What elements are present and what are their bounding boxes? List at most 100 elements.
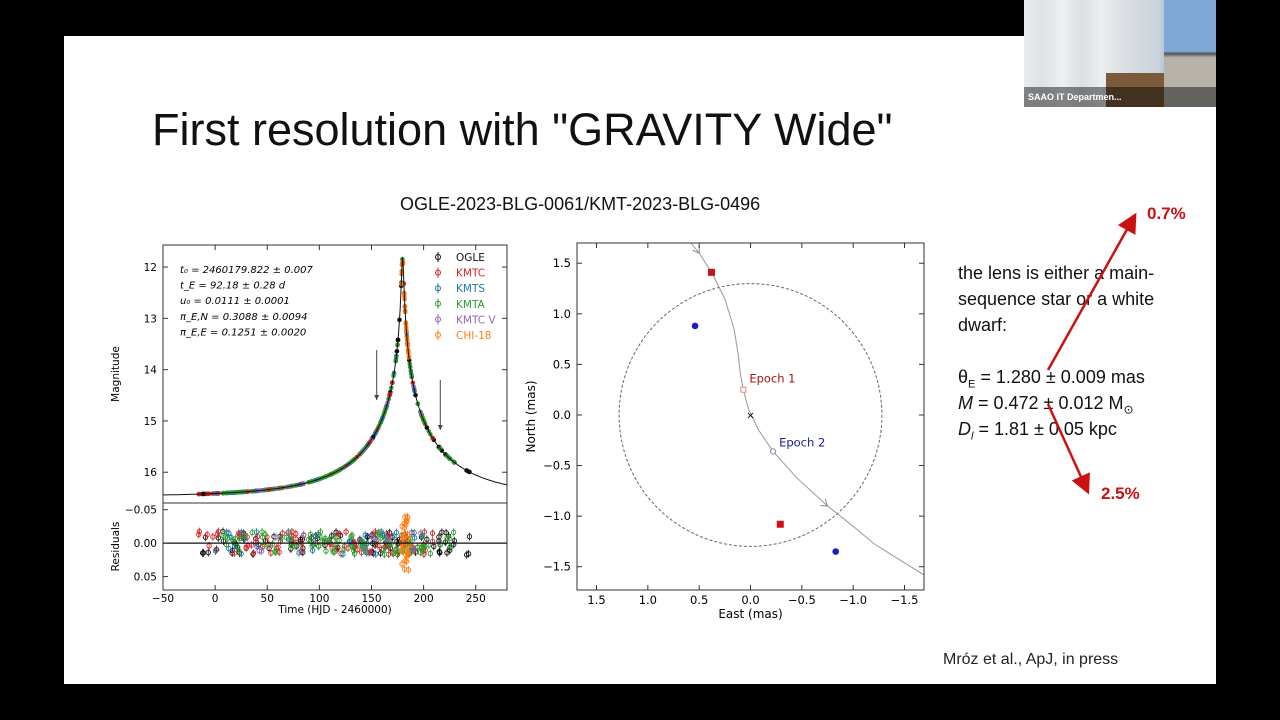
residual-point bbox=[323, 548, 329, 554]
residual-point bbox=[316, 543, 322, 549]
x-tick-label: −50 bbox=[152, 593, 174, 605]
y-tick-label: 13 bbox=[144, 313, 157, 325]
residual-panel-frame bbox=[162, 502, 508, 591]
direction-arrow-icon bbox=[692, 245, 700, 254]
legend-entry: KMTA bbox=[456, 299, 486, 311]
residual-point bbox=[254, 543, 260, 550]
residual-point bbox=[212, 548, 219, 554]
residual-point bbox=[262, 541, 268, 548]
residual-point bbox=[427, 550, 434, 557]
residual-point bbox=[333, 541, 339, 547]
residual-point bbox=[410, 546, 417, 553]
residual-tick-label: −0.05 bbox=[125, 505, 157, 517]
residual-point bbox=[419, 544, 425, 550]
residual-point bbox=[351, 551, 358, 557]
y-tick-label: −1.5 bbox=[543, 560, 571, 574]
residual-point bbox=[381, 551, 388, 558]
lens-marker: × bbox=[746, 410, 754, 421]
residual-point bbox=[236, 548, 242, 554]
residual-point bbox=[196, 531, 202, 538]
legend-entry: KMTC V bbox=[456, 314, 496, 326]
residual-point bbox=[225, 535, 231, 541]
arrow-head-icon bbox=[437, 425, 443, 430]
x-tick-label: 0 bbox=[212, 593, 219, 605]
x-tick-label: 50 bbox=[261, 593, 274, 605]
residual-point bbox=[196, 528, 203, 535]
direction-arrow-icon bbox=[820, 499, 829, 507]
source-trajectory bbox=[690, 243, 924, 576]
x-tick-label: 1.5 bbox=[587, 593, 605, 607]
residual-point bbox=[401, 566, 408, 572]
subscript: E bbox=[968, 378, 976, 391]
arrow-down-icon bbox=[1046, 403, 1090, 495]
residual-point bbox=[382, 544, 388, 550]
residual-point bbox=[326, 537, 332, 543]
precision-arrows bbox=[1046, 212, 1137, 495]
theta-e-value: θE = 1.280 ± 0.009 mas bbox=[958, 367, 1145, 391]
y-tick-label: −0.5 bbox=[543, 459, 571, 473]
residual-point bbox=[256, 548, 262, 554]
distance-value: Dl = 1.81 ± 0.05 kpc bbox=[958, 419, 1117, 443]
epoch1-label: Epoch 1 bbox=[749, 372, 795, 386]
x-axis-label: East (mas) bbox=[718, 607, 782, 621]
residual-point bbox=[340, 551, 346, 557]
residual-point bbox=[283, 534, 290, 541]
residual-point bbox=[259, 534, 266, 540]
residual-point bbox=[285, 529, 291, 535]
residual-point bbox=[278, 535, 284, 542]
residual-point bbox=[234, 543, 240, 549]
webcam-thumbnail[interactable]: SAAO IT Departmen... bbox=[1024, 0, 1216, 107]
residual-point bbox=[361, 546, 367, 552]
residual-point bbox=[329, 533, 335, 539]
residual-point bbox=[250, 550, 257, 556]
residual-point bbox=[332, 534, 338, 540]
value: = 1.81 ± 0.05 kpc bbox=[973, 419, 1117, 439]
residual-point bbox=[436, 548, 442, 555]
residual-point bbox=[404, 514, 411, 521]
image-epoch2 bbox=[832, 548, 840, 555]
residual-point bbox=[343, 529, 349, 535]
residual-point bbox=[305, 536, 312, 543]
model-curve bbox=[163, 256, 508, 496]
residual-point bbox=[393, 529, 400, 536]
residual-point bbox=[232, 535, 239, 542]
residual-point bbox=[226, 530, 232, 536]
y-tick-label: 1.5 bbox=[553, 256, 571, 270]
text-line: sequence star or a white bbox=[958, 289, 1155, 309]
fit-parameter: t₀ = 2460179.822 ± 0.007 bbox=[180, 265, 313, 276]
y-tick-label: 0.5 bbox=[553, 357, 571, 371]
y-tick-label: 16 bbox=[144, 467, 158, 479]
residual-point bbox=[466, 533, 473, 540]
subscript: ⊙ bbox=[1123, 402, 1134, 417]
source-epoch1 bbox=[740, 386, 747, 393]
residual-point bbox=[375, 529, 382, 536]
image-epoch1 bbox=[776, 520, 784, 528]
y-axis-label: Magnitude bbox=[110, 346, 122, 402]
x-axis-label: Time (HJD - 2460000) bbox=[277, 604, 392, 616]
einstein-ring bbox=[618, 283, 883, 547]
y-tick-label: 15 bbox=[144, 416, 157, 428]
residual-tick-label: 0.05 bbox=[134, 572, 157, 584]
residual-point bbox=[390, 550, 397, 557]
residual-point bbox=[349, 532, 355, 538]
value: = 1.280 ± 0.009 mas bbox=[975, 367, 1145, 387]
residual-point bbox=[341, 546, 347, 552]
residual-tick-label: 0.00 bbox=[134, 538, 157, 550]
residual-point bbox=[330, 549, 336, 555]
residual-point bbox=[424, 536, 430, 542]
x-tick-label: 250 bbox=[466, 593, 486, 605]
x-tick-label: 1.0 bbox=[639, 593, 657, 607]
event-name: OGLE-2023-BLG-0061/KMT-2023-BLG-0496 bbox=[400, 194, 761, 214]
residual-point bbox=[431, 543, 437, 549]
residual-point bbox=[269, 541, 276, 547]
arrow-head-icon bbox=[374, 395, 380, 400]
symbol: D bbox=[958, 419, 971, 439]
residual-point bbox=[385, 541, 392, 547]
slide-title: First resolution with "GRAVITY Wide" bbox=[152, 104, 893, 155]
residual-point bbox=[450, 529, 457, 535]
fit-parameter: t_E = 92.18 ± 0.28 d bbox=[180, 281, 286, 292]
residual-point bbox=[402, 514, 408, 520]
residual-point bbox=[407, 536, 413, 542]
arrow-up-icon bbox=[1046, 212, 1137, 371]
image-epoch2 bbox=[691, 322, 699, 330]
